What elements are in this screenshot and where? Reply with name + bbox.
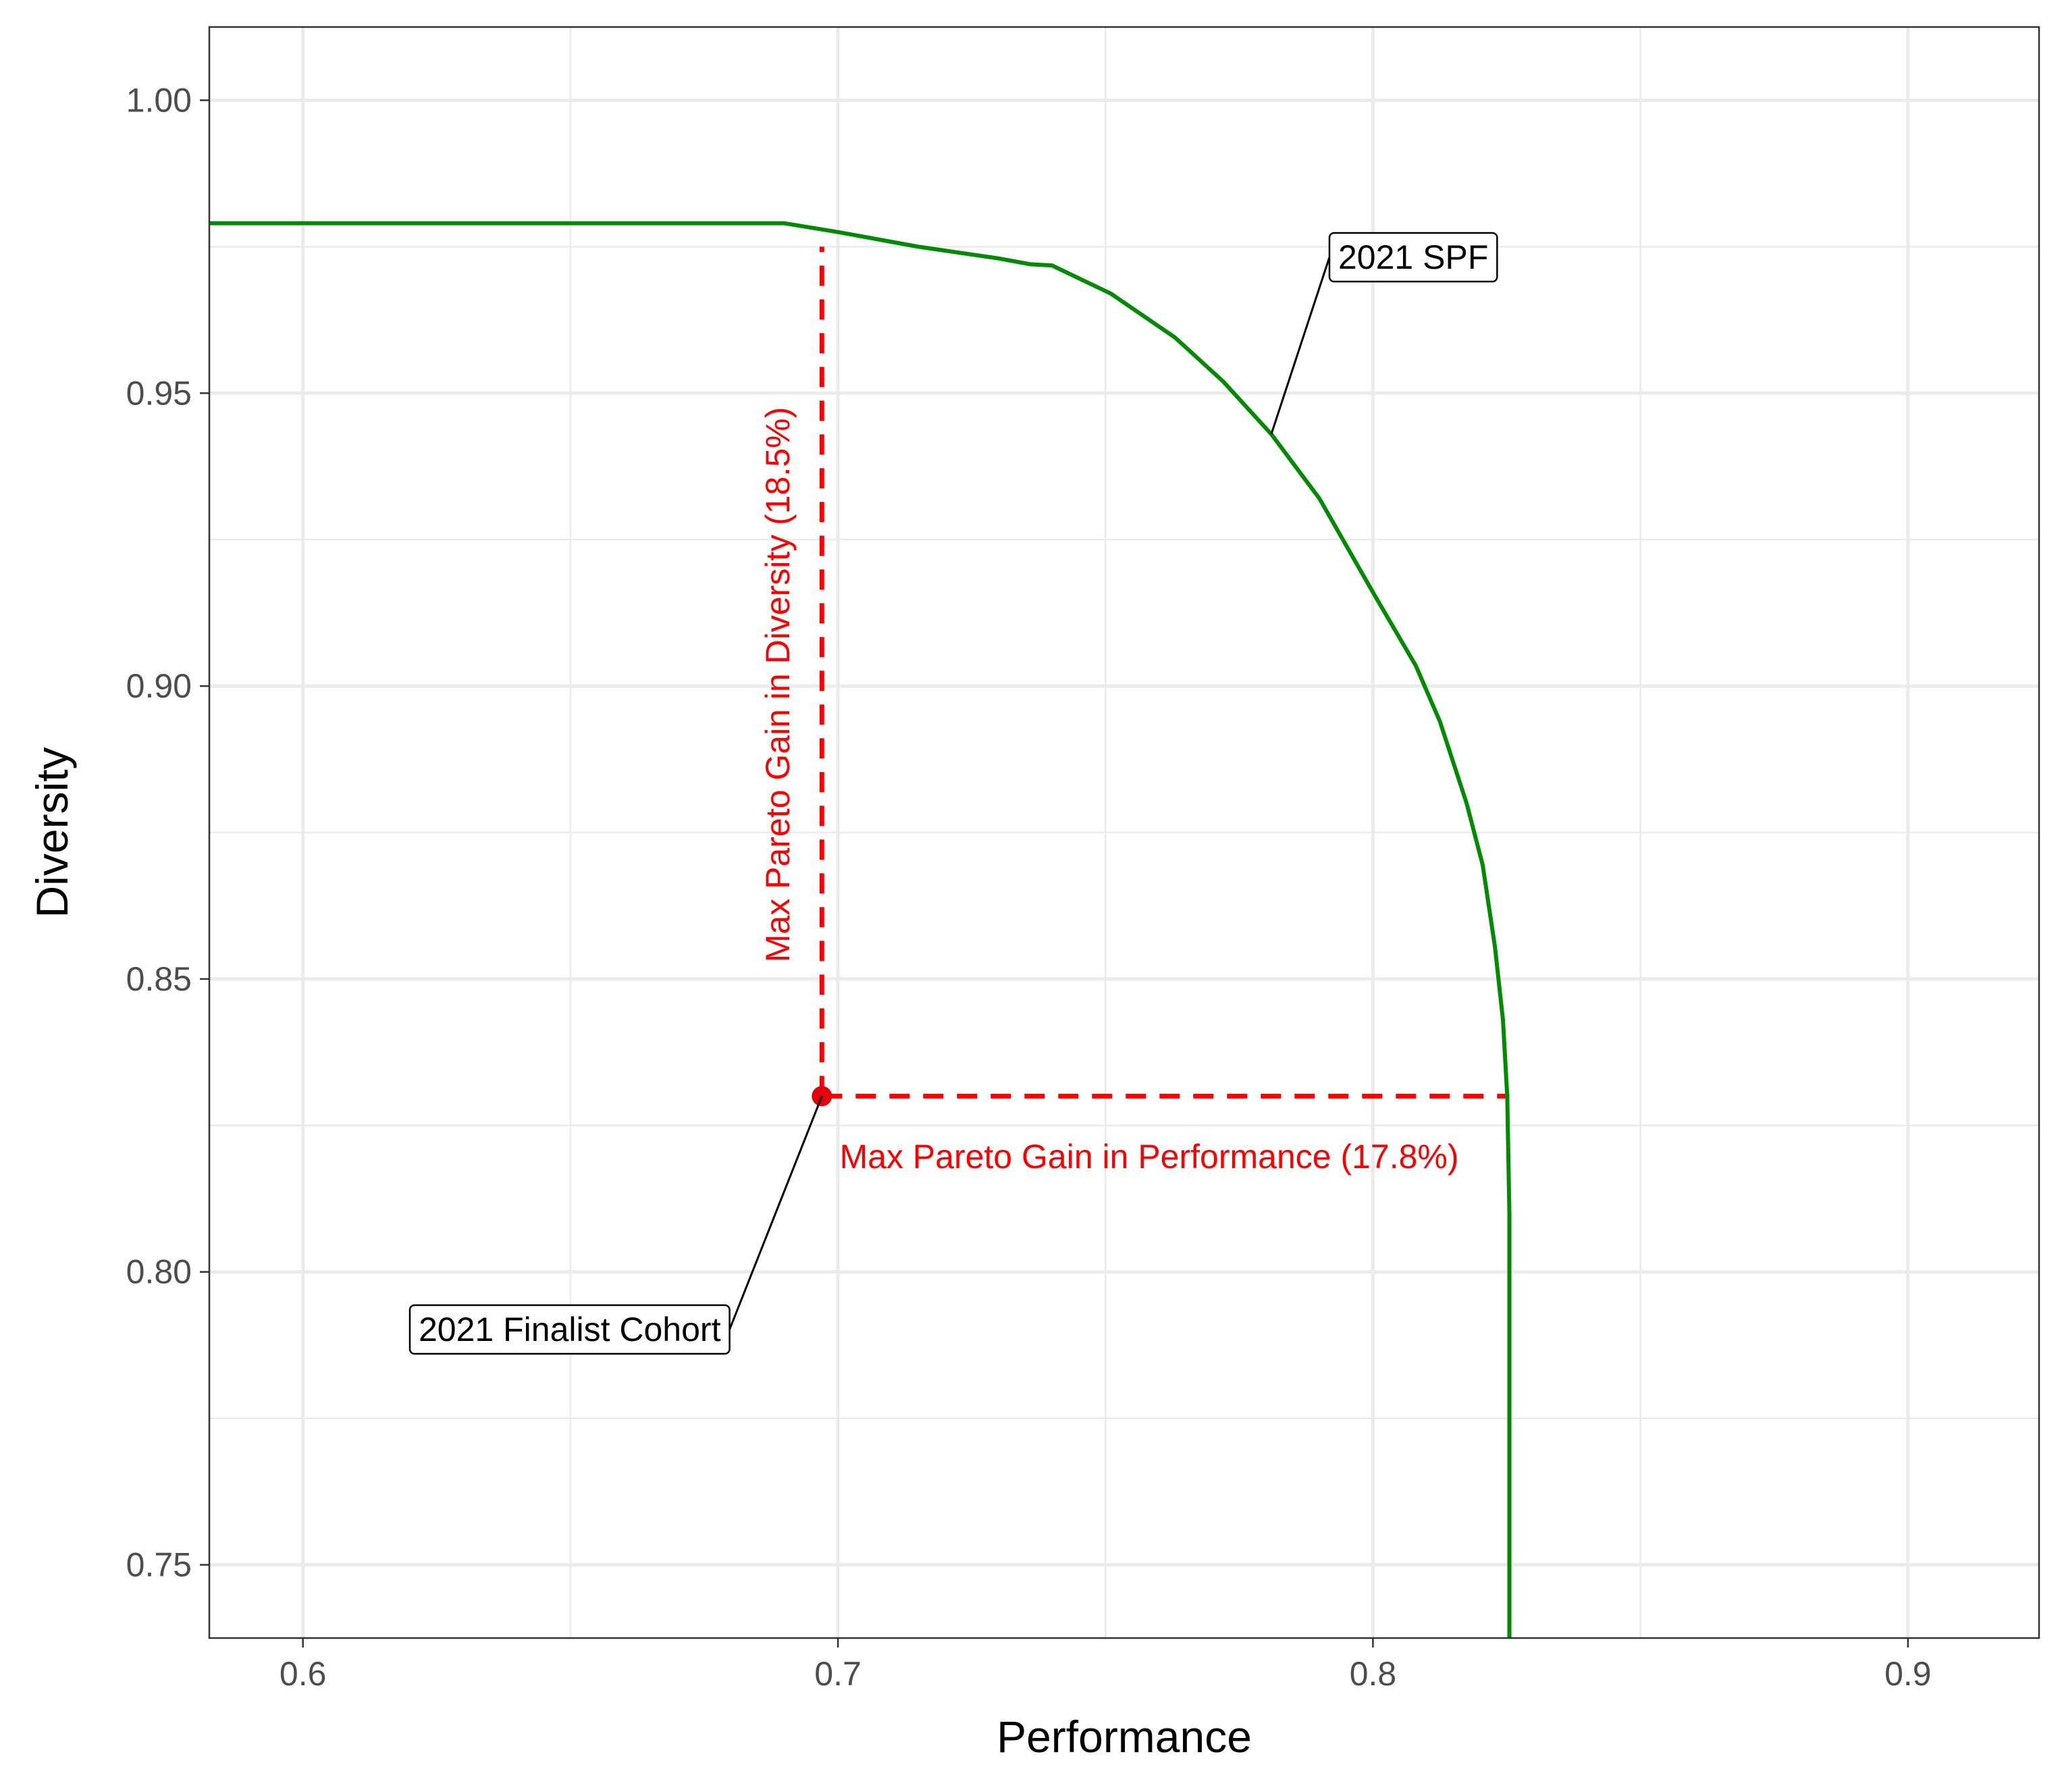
y-axis: 0.75 0.80 0.85 0.90 0.95 1.00 <box>126 81 209 1584</box>
spf-label-text: 2021 SPF <box>1338 238 1488 276</box>
label-boxes: 2021 SPF 2021 Finalist Cohort <box>408 232 1498 1355</box>
y-tick-label: 0.75 <box>126 1546 192 1584</box>
diversity-gain-annotation: Max Pareto Gain in Diversity (18.5%) <box>759 407 797 963</box>
performance-gain-annotation: Max Pareto Gain in Performance (17.8%) <box>839 1138 1458 1176</box>
x-tick-label: 0.6 <box>280 1655 327 1693</box>
y-tick-label: 0.80 <box>126 1253 192 1291</box>
y-tick-label: 0.95 <box>126 374 192 412</box>
y-tick-label: 0.90 <box>126 667 192 705</box>
y-tick-label: 1.00 <box>126 81 192 119</box>
minor-gridlines <box>209 27 2039 1638</box>
pareto-gain-dashes <box>819 246 1510 1099</box>
x-axis-title: Performance <box>997 1712 1252 1762</box>
spf-frontier-line <box>209 221 1512 1638</box>
x-tick-label: 0.7 <box>814 1655 862 1693</box>
spf-label-leader-line <box>1270 257 1331 435</box>
panel-border <box>208 26 2040 1639</box>
y-axis-title: Diversity <box>27 747 77 918</box>
frontier-line-group <box>209 221 1512 1638</box>
major-gridlines <box>209 27 2039 1638</box>
spf-label-box <box>1328 232 1498 283</box>
x-tick-label: 0.8 <box>1350 1655 1397 1693</box>
cohort-label-text: 2021 Finalist Cohort <box>419 1311 721 1348</box>
cohort-label-leader-line <box>729 1095 823 1330</box>
x-tick-label: 0.9 <box>1884 1655 1932 1693</box>
x-axis: 0.6 0.7 0.8 0.9 <box>280 1638 1932 1693</box>
cohort-label-box <box>408 1304 731 1355</box>
y-tick-label: 0.85 <box>126 960 192 998</box>
